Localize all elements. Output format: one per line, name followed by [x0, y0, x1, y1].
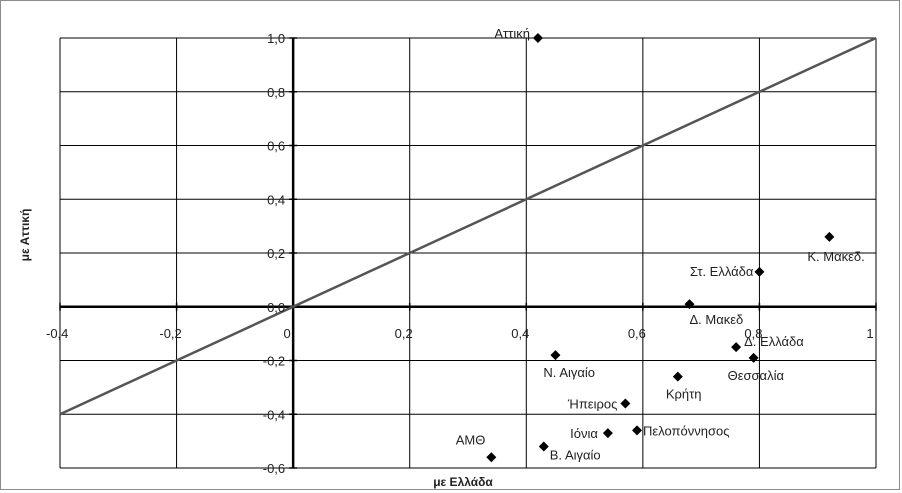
data-point — [672, 371, 683, 382]
x-tick-label: 0 — [284, 326, 291, 341]
y-tick-label: -0,4 — [263, 407, 285, 422]
x-tick-label: 0,8 — [744, 326, 762, 341]
y-tick-label: 0,4 — [267, 192, 285, 207]
point-label: Δ. Μακεδ — [689, 312, 743, 327]
y-tick-label: -0,2 — [263, 354, 285, 369]
data-point — [824, 231, 835, 242]
data-point — [532, 33, 543, 43]
data-point — [550, 350, 561, 361]
point-label: Δ. Ελλάδα — [744, 334, 804, 349]
point-label: Β. Αιγαίο — [550, 448, 601, 463]
y-tick-label: 0,8 — [267, 85, 285, 100]
data-point — [602, 428, 613, 439]
data-point — [748, 352, 759, 363]
y-axis-title: με Αττική — [18, 209, 32, 262]
point-label: Κ. Μακεδ. — [807, 249, 864, 264]
point-label: Πελοπόννησος — [643, 423, 729, 438]
reference-line — [59, 36, 877, 416]
data-point — [754, 266, 765, 277]
data-point — [538, 441, 549, 452]
x-tick-label: 0,4 — [511, 326, 529, 341]
data-point — [684, 299, 695, 310]
point-label: Θεσσαλία — [728, 368, 785, 383]
x-axis-title: με Ελλάδα — [433, 475, 493, 489]
y-tick-label: 0,0 — [267, 300, 285, 315]
point-label: Ν. Αιγαίο — [543, 365, 595, 380]
x-tick-label: 1 — [866, 326, 873, 341]
data-point — [632, 425, 643, 436]
x-tick-label: -0,2 — [159, 326, 181, 341]
data-point — [620, 398, 631, 409]
y-tick-label: 0,6 — [267, 139, 285, 154]
y-tick-label: 0,2 — [267, 246, 285, 261]
point-label: Ιόνια — [570, 426, 598, 441]
data-point — [731, 342, 742, 353]
y-tick-label: -0,6 — [263, 461, 285, 476]
x-tick-label: -0,4 — [46, 326, 68, 341]
x-tick-label: 0,2 — [395, 326, 413, 341]
point-label: Ήπειρος — [567, 397, 617, 412]
point-label: Κρήτη — [666, 387, 702, 402]
point-label: Στ. Ελλάδα — [690, 264, 754, 279]
y-tick-label: 1,0 — [267, 31, 285, 46]
data-point — [486, 452, 497, 463]
x-tick-label: 0,6 — [628, 326, 646, 341]
point-label: ΑΜΘ — [456, 432, 486, 447]
point-label: Αττική — [494, 26, 530, 41]
